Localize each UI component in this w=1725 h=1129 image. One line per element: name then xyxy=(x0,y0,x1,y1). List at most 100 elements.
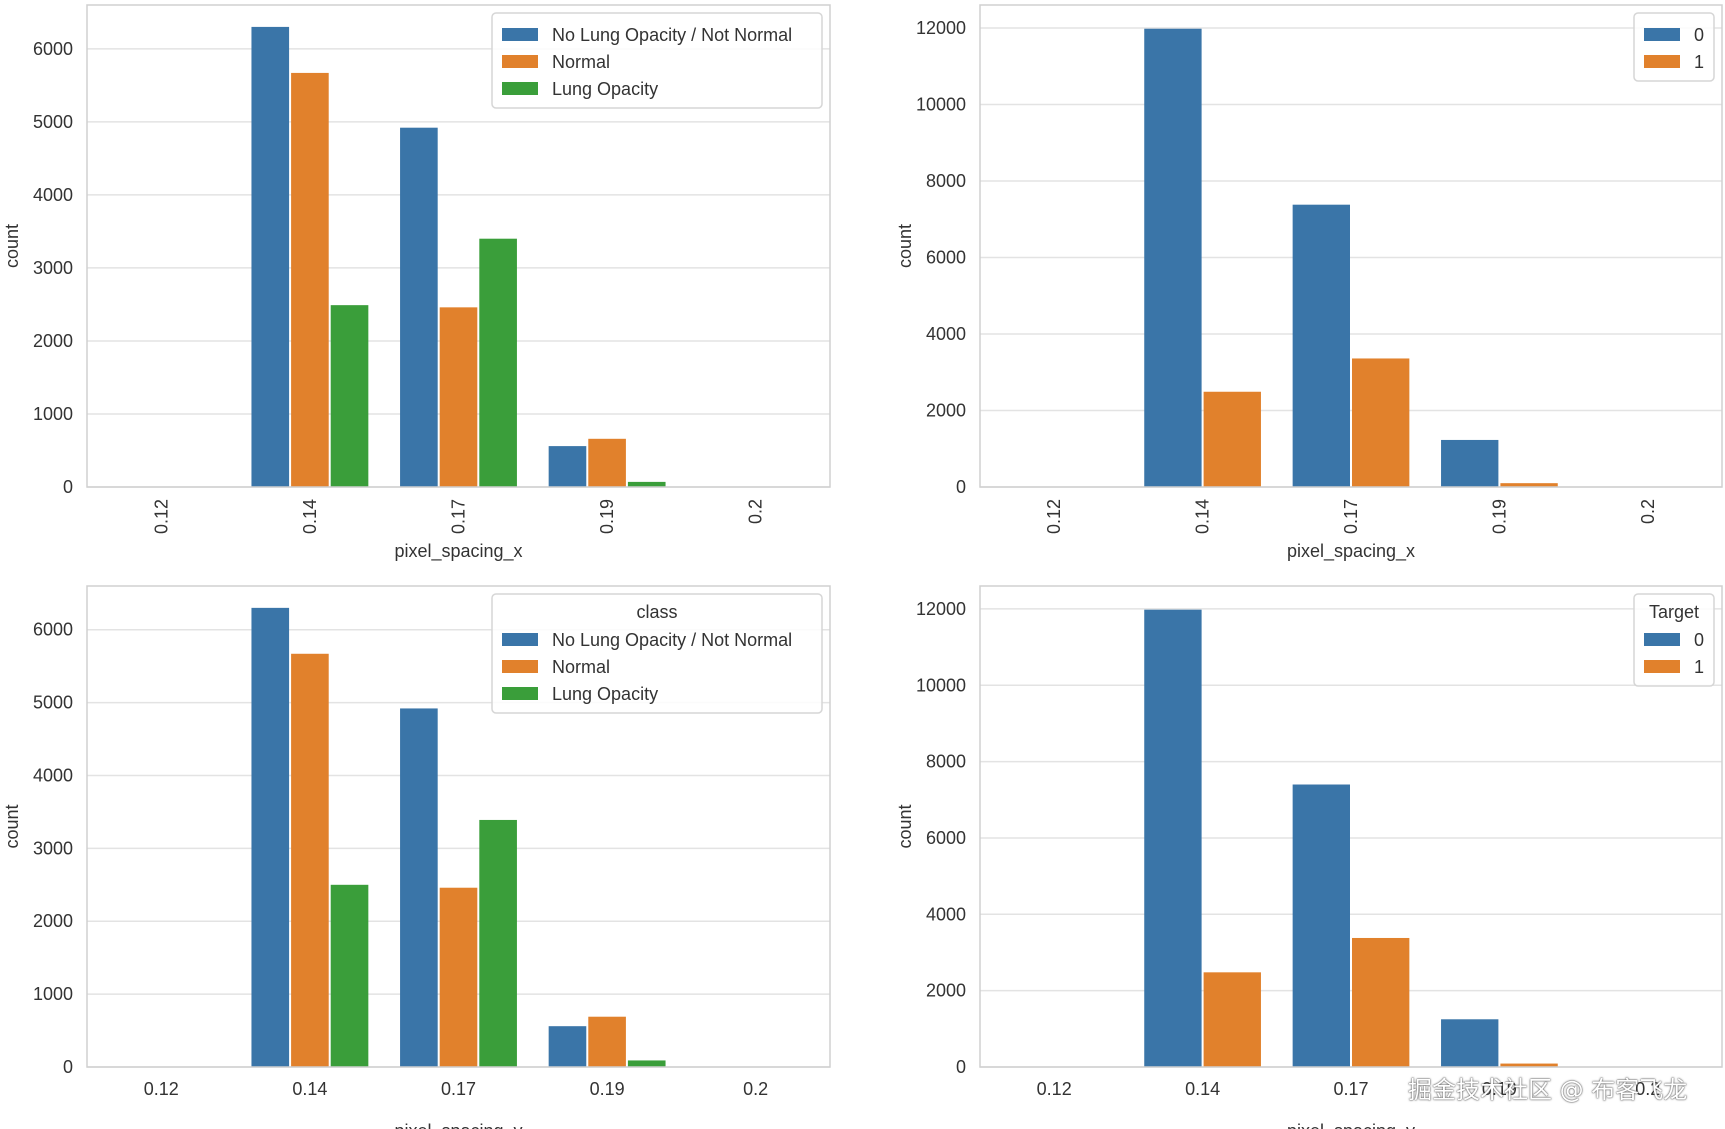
legend-swatch xyxy=(1644,55,1680,68)
y-tick-label: 6000 xyxy=(33,39,73,59)
plot-frame xyxy=(86,585,831,1068)
bar-normal-0.19 xyxy=(588,1016,626,1067)
x-axis-label: pixel_spacing_y xyxy=(394,1121,522,1129)
legend-entry-label: Normal xyxy=(552,657,610,677)
bar-no-lung-opacity-not-normal-0.19 xyxy=(548,446,587,487)
bar-normal-0.14 xyxy=(291,653,329,1067)
y-tick-label: 10000 xyxy=(916,94,966,114)
x-tick-label: 0.2 xyxy=(743,1079,768,1099)
y-tick-label: 2000 xyxy=(926,400,966,420)
legend-box xyxy=(491,12,823,109)
x-tick-label: 0.17 xyxy=(449,499,469,534)
legend-swatch xyxy=(502,82,538,95)
bar-0-0.17 xyxy=(1292,204,1350,487)
bar-normal-0.17 xyxy=(439,307,478,487)
y-tick-label: 1000 xyxy=(33,404,73,424)
x-tick-label: 0.17 xyxy=(1341,499,1361,534)
legend-entry-label: 1 xyxy=(1694,52,1704,72)
x-tick-label: 0.19 xyxy=(1489,499,1509,534)
legend-swatch xyxy=(502,55,538,68)
bar-1-0.19 xyxy=(1500,1063,1558,1067)
bar-0-0.14 xyxy=(1144,609,1202,1067)
y-tick-label: 0 xyxy=(63,477,73,497)
bar-normal-0.19 xyxy=(588,438,626,487)
legend-swatch xyxy=(502,633,538,646)
plot-frame xyxy=(86,4,831,488)
bar-0-0.19 xyxy=(1441,1019,1499,1067)
plot-frame xyxy=(979,4,1723,488)
x-tick-label: 0.2 xyxy=(746,499,766,524)
x-tick-label: 0.2 xyxy=(1635,1079,1660,1099)
legend-swatch xyxy=(1644,633,1680,646)
y-tick-label: 4000 xyxy=(33,185,73,205)
bar-lung-opacity-0.17 xyxy=(479,819,517,1067)
bar-no-lung-opacity-not-normal-0.19 xyxy=(548,1026,587,1067)
y-tick-label: 2000 xyxy=(33,331,73,351)
bar-no-lung-opacity-not-normal-0.17 xyxy=(400,708,438,1067)
bar-normal-0.14 xyxy=(291,72,329,487)
watermark-text: 掘金技术社区 @ 布客飞龙 xyxy=(1408,1076,1688,1104)
y-tick-label: 12000 xyxy=(916,18,966,38)
y-tick-label: 0 xyxy=(63,1057,73,1077)
y-axis-label: count xyxy=(2,804,22,848)
x-tick-label: 0.19 xyxy=(597,499,617,534)
chart-bottom-left: 0 1000 2000 3000 4000 5000 6000 0.12 0.14 0.17 0.1… xyxy=(2,585,831,1129)
bar-1-0.17 xyxy=(1352,937,1410,1067)
x-tick-label: 0.17 xyxy=(1333,1079,1368,1099)
x-axis-label: pixel_spacing_x xyxy=(1287,541,1415,562)
bar-0-0.14 xyxy=(1144,28,1202,487)
y-tick-label: 3000 xyxy=(33,838,73,858)
x-tick-label: 0.14 xyxy=(300,499,320,534)
bar-lung-opacity-0.14 xyxy=(330,305,369,487)
bar-no-lung-opacity-not-normal-0.14 xyxy=(251,607,290,1067)
y-tick-label: 12000 xyxy=(916,599,966,619)
y-tick-label: 1000 xyxy=(33,984,73,1004)
legend-entry-label: Normal xyxy=(552,52,610,72)
x-axis-label: pixel_spacing_y xyxy=(1287,1121,1415,1129)
y-tick-label: 5000 xyxy=(33,693,73,713)
bar-lung-opacity-0.19 xyxy=(627,481,666,487)
x-tick-label: 0.17 xyxy=(441,1079,476,1099)
y-axis-label: count xyxy=(895,804,915,848)
x-tick-label: 0.2 xyxy=(1638,499,1658,524)
legend-title: Target xyxy=(1649,602,1699,622)
legend-entry-label: 0 xyxy=(1694,630,1704,650)
legend: No Lung Opacity / Not Normal Normal Lung O… xyxy=(491,12,823,109)
y-tick-label: 6000 xyxy=(926,247,966,267)
bar-lung-opacity-0.17 xyxy=(479,238,517,487)
chart-top-left: 0 1000 2000 3000 4000 5000 6000 0.12 0.14 0.17 0.1… xyxy=(2,4,831,562)
x-tick-label: 0.14 xyxy=(1185,1079,1220,1099)
legend: 01 xyxy=(1633,12,1715,82)
y-tick-label: 8000 xyxy=(926,752,966,772)
y-tick-label: 6000 xyxy=(33,620,73,640)
x-tick-label: 0.12 xyxy=(151,499,171,534)
y-tick-label: 8000 xyxy=(926,171,966,191)
y-tick-label: 3000 xyxy=(33,258,73,278)
legend-box xyxy=(491,593,823,714)
y-tick-label: 4000 xyxy=(926,904,966,924)
x-tick-label: 0.14 xyxy=(292,1079,327,1099)
y-tick-label: 10000 xyxy=(916,675,966,695)
legend: Target 0 1 xyxy=(1633,593,1715,687)
y-axis-label: count xyxy=(2,224,22,268)
legend-entry-label: 0 xyxy=(1694,25,1704,45)
legend-entry-label: No Lung Opacity / Not Normal xyxy=(552,630,792,650)
legend-entry-label: Lung Opacity xyxy=(552,79,658,99)
chart-top-right: 0 2000 4000 6000 8000 10000 12000 0.12 0.14 0.17 0… xyxy=(895,4,1723,562)
legend-swatch xyxy=(1644,660,1680,673)
legend: class No Lung Opacity / Not Normal Normal L… xyxy=(491,593,823,714)
x-tick-label: 0.19 xyxy=(590,1079,625,1099)
bar-no-lung-opacity-not-normal-0.17 xyxy=(400,127,438,487)
bar-0-0.19 xyxy=(1441,439,1499,487)
legend-entry-label: Lung Opacity xyxy=(552,684,658,704)
x-tick-label: 0.12 xyxy=(1037,1079,1072,1099)
y-axis-label: count xyxy=(895,224,915,268)
plot-frame xyxy=(979,585,1723,1068)
legend-swatch xyxy=(502,28,538,41)
bar-lung-opacity-0.19 xyxy=(627,1060,666,1067)
legend-entry-label: 1 xyxy=(1694,657,1704,677)
x-tick-label: 0.14 xyxy=(1193,499,1213,534)
bar-lung-opacity-0.14 xyxy=(330,884,369,1067)
y-tick-label: 6000 xyxy=(926,828,966,848)
